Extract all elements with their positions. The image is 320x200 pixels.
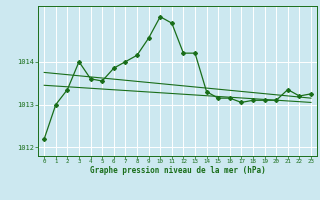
- X-axis label: Graphe pression niveau de la mer (hPa): Graphe pression niveau de la mer (hPa): [90, 166, 266, 175]
